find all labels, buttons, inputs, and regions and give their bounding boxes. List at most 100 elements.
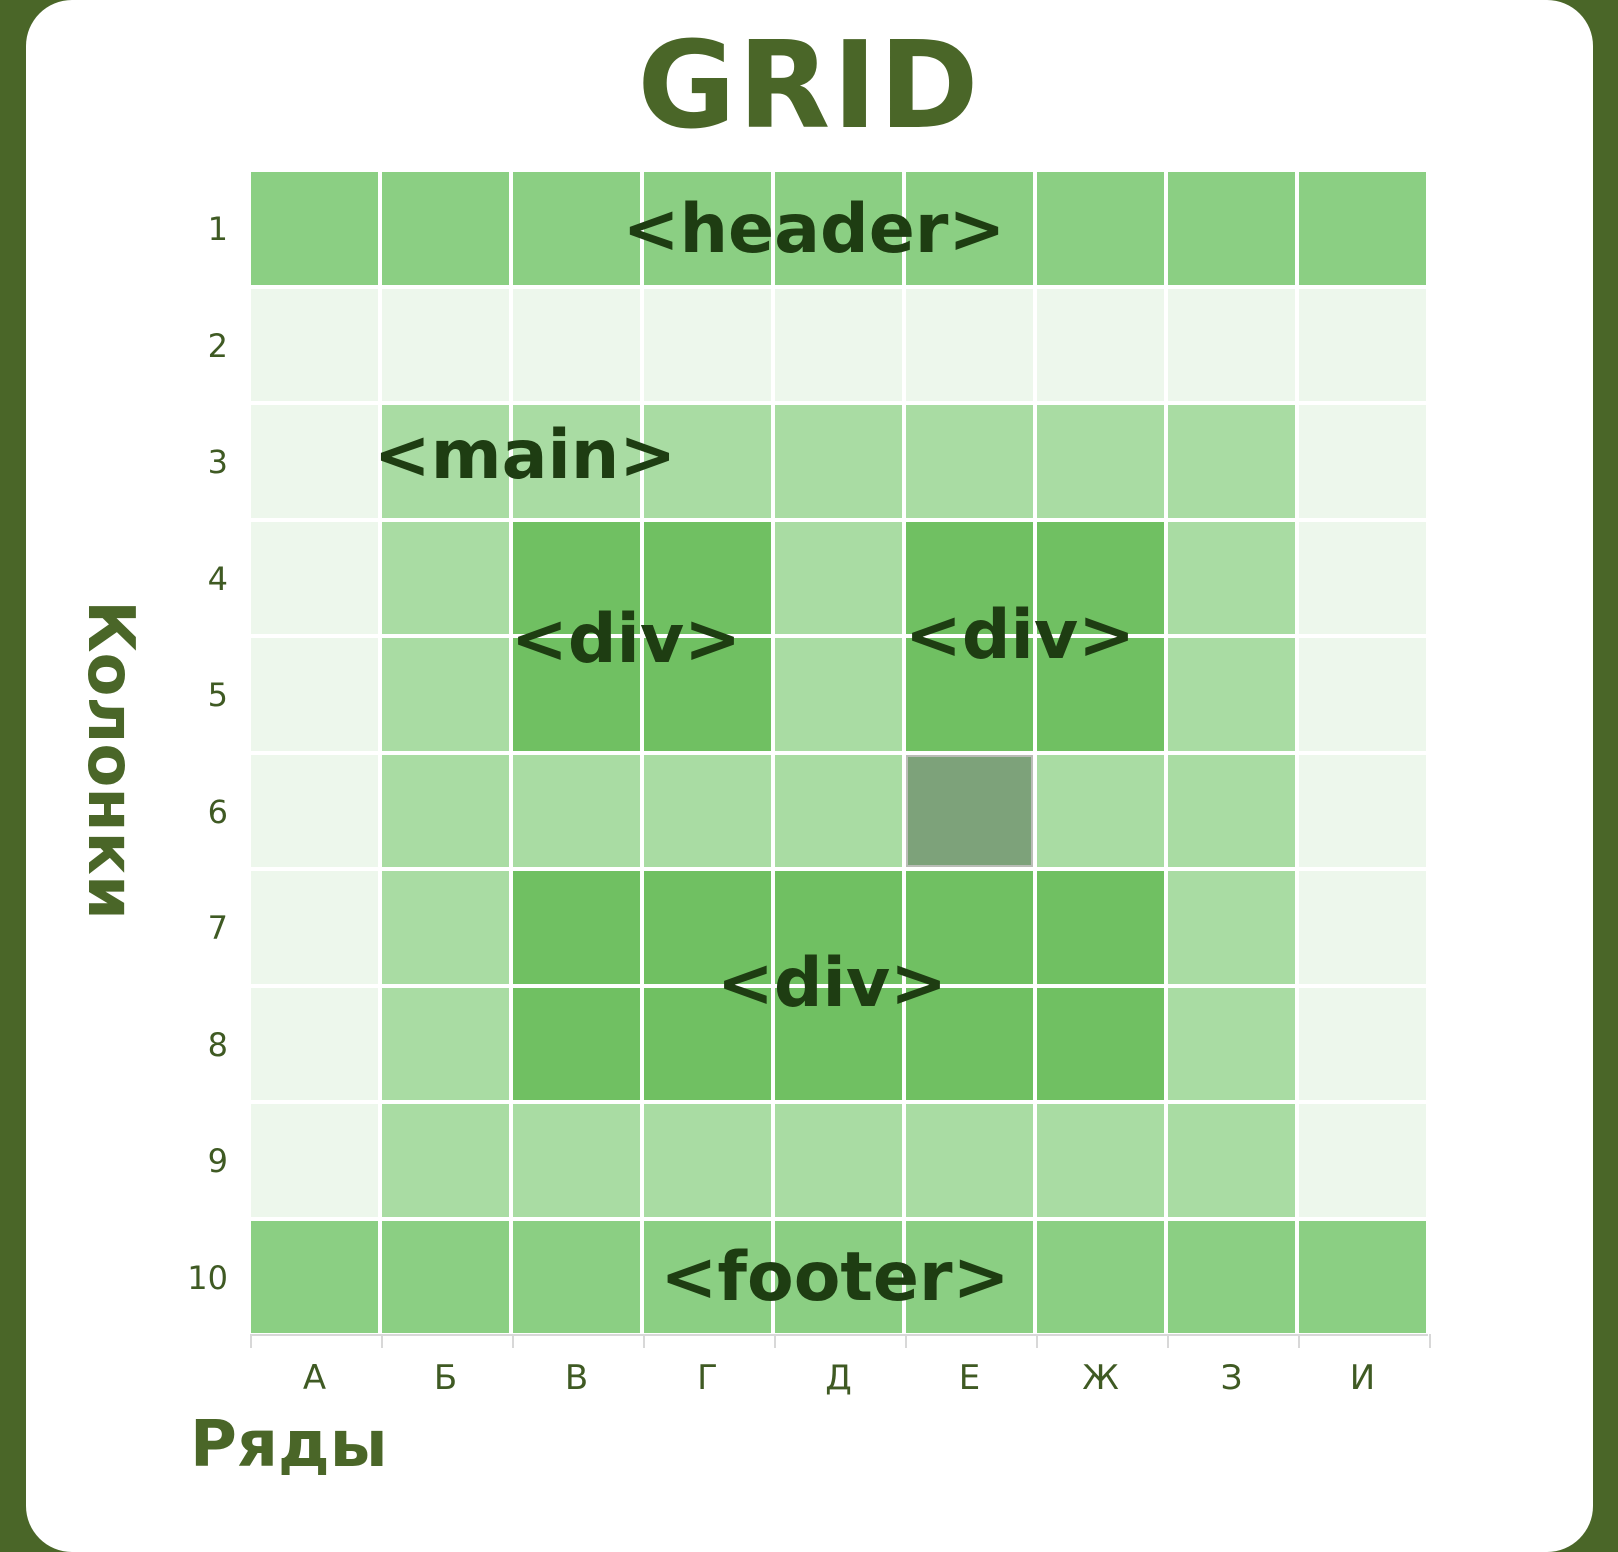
grid-cell (1299, 754, 1426, 867)
div-right-tag: <div> (904, 596, 1136, 675)
grid-cell (1299, 172, 1426, 285)
grid-cell (382, 871, 509, 984)
grid-cell (775, 754, 902, 867)
column-letter: Д (825, 1358, 852, 1398)
grid-cell (513, 638, 640, 751)
grid-cell (906, 1220, 1033, 1333)
axis-tick (1167, 1334, 1169, 1348)
grid-cell (1299, 987, 1426, 1100)
grid-cell (1037, 521, 1164, 634)
grid-cell (251, 172, 378, 285)
grid-cell (382, 521, 509, 634)
grid-cell (1299, 638, 1426, 751)
grid-cell (1168, 871, 1295, 984)
grid-cell (513, 172, 640, 285)
grid-cell (1299, 288, 1426, 401)
grid-cell (251, 405, 378, 518)
grid-cell (1168, 638, 1295, 751)
grid-cell (775, 871, 902, 984)
column-letter: И (1349, 1358, 1376, 1398)
grid-cell (251, 871, 378, 984)
grid-cell (1037, 638, 1164, 751)
grid-cell (1037, 1104, 1164, 1217)
grid-cell (1299, 1220, 1426, 1333)
grid-cell (1168, 754, 1295, 867)
grid-cell (906, 172, 1033, 285)
grid-cell (1168, 987, 1295, 1100)
grid-cell (1037, 172, 1164, 285)
row-number: 10 (187, 1258, 228, 1297)
row-number: 1 (207, 210, 228, 249)
grid-cell (1168, 1220, 1295, 1333)
grid-cell (775, 1220, 902, 1333)
grid-cell (1037, 1220, 1164, 1333)
grid-cell (775, 172, 902, 285)
grid-cell (1168, 172, 1295, 285)
grid-cell (644, 1220, 771, 1333)
grid-cell (775, 1104, 902, 1217)
column-letter: З (1220, 1358, 1243, 1398)
axis-tick (1036, 1334, 1038, 1348)
grid-cell (644, 288, 771, 401)
grid-cell (382, 1220, 509, 1333)
row-number: 3 (207, 443, 228, 482)
grid-cell (513, 754, 640, 867)
grid-cell (906, 521, 1033, 634)
grid-cell (251, 638, 378, 751)
column-letter: Г (697, 1358, 718, 1398)
grid-cell (513, 405, 640, 518)
axis-tick (250, 1334, 252, 1348)
grid-cell (1299, 405, 1426, 518)
grid-cell (1168, 1104, 1295, 1217)
axis-tick (643, 1334, 645, 1348)
grid-cell (382, 1104, 509, 1217)
grid-cell (775, 638, 902, 751)
column-letter: Ж (1082, 1358, 1119, 1398)
grid-area (251, 172, 1426, 1334)
grid-cell (251, 1220, 378, 1333)
grid-cell (513, 288, 640, 401)
grid-cell (251, 521, 378, 634)
grid-cell (382, 754, 509, 867)
grid-cell (906, 405, 1033, 518)
grid-cell (251, 1104, 378, 1217)
row-number: 8 (207, 1025, 228, 1064)
grid-cell (1168, 521, 1295, 634)
axis-tick (1429, 1334, 1431, 1348)
grid-cell (513, 987, 640, 1100)
grid-cell (1037, 871, 1164, 984)
grid-cell (1037, 754, 1164, 867)
grid-cell (906, 987, 1033, 1100)
axis-tick (381, 1334, 383, 1348)
axis-tick (905, 1334, 907, 1348)
grid-cell (644, 638, 771, 751)
column-letter: А (302, 1358, 327, 1398)
grid-cell (251, 987, 378, 1100)
grid-cell (513, 1104, 640, 1217)
grid-cell (382, 288, 509, 401)
row-number: 2 (207, 326, 228, 365)
grid-cell (906, 754, 1033, 867)
grid-cell (1299, 871, 1426, 984)
x-axis-line (251, 1334, 1428, 1336)
grid-cell (251, 288, 378, 401)
grid-cell (251, 754, 378, 867)
grid-cell (775, 987, 902, 1100)
grid-cell (906, 288, 1033, 401)
grid-cell (382, 638, 509, 751)
grid-cell (644, 871, 771, 984)
div-bottom-tag: <div> (716, 944, 948, 1023)
column-letter: В (564, 1358, 589, 1398)
grid-cell (1299, 1104, 1426, 1217)
card-top (26, 0, 1593, 60)
grid-cell (1037, 405, 1164, 518)
grid-cell (382, 987, 509, 1100)
grid-cell (644, 754, 771, 867)
grid-cell (1299, 521, 1426, 634)
main-tag: <main> (373, 416, 677, 495)
row-number: 6 (207, 792, 228, 831)
grid-cell (382, 172, 509, 285)
column-letter: Б (433, 1358, 458, 1398)
grid-cell (644, 987, 771, 1100)
y-axis-label: Колонки (73, 600, 147, 920)
